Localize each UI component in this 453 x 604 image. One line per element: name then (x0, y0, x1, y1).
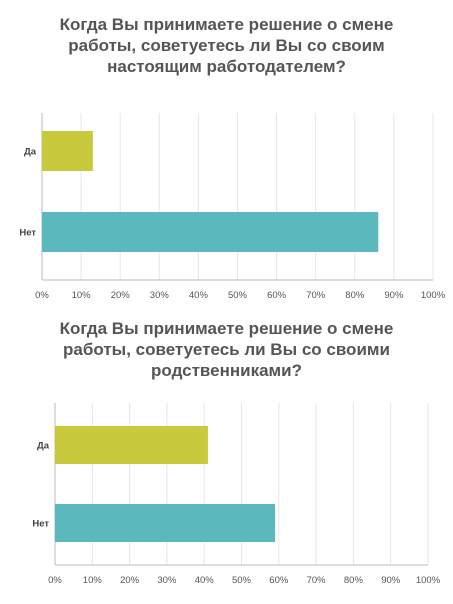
x-tick-label: 10% (72, 290, 92, 301)
chart1-bar-chart: 0% 10% 20% 30% 40% 50% 60% 70% 80% 90% 100% Да Нет (19, 113, 446, 301)
x-tick-label: 30% (157, 575, 177, 586)
bar-net (42, 212, 379, 252)
x-tick-label: 10% (83, 575, 103, 586)
bar-da (55, 426, 208, 464)
x-tick-label: 40% (189, 290, 209, 301)
bar-da (42, 131, 93, 171)
x-tick-label: 80% (345, 290, 365, 301)
category-label: Нет (32, 519, 49, 530)
x-tick-label: 90% (381, 575, 401, 586)
x-tick-label: 0% (48, 575, 62, 586)
x-tick-label: 20% (120, 575, 140, 586)
bar-net (55, 504, 276, 542)
category-label: Нет (19, 228, 36, 239)
x-tick-label: 70% (306, 290, 326, 301)
x-tick-label: 100% (421, 290, 446, 301)
chart2-bar-chart: 0% 10% 20% 30% 40% 50% 60% 70% 80% 90% 100% Да Нет (32, 403, 441, 586)
x-tick-label: 30% (150, 290, 170, 301)
category-label: Да (24, 147, 37, 158)
chart2-title: Когда Вы принимаете решение о смене рабо… (0, 318, 453, 381)
x-tick-label: 90% (384, 290, 404, 301)
x-tick-label: 50% (228, 290, 248, 301)
x-tick-label: 60% (267, 290, 287, 301)
x-tick-label: 20% (111, 290, 131, 301)
x-tick-label: 60% (269, 575, 289, 586)
chart1-title: Когда Вы принимаете решение о смене рабо… (0, 14, 453, 77)
x-tick-label: 40% (195, 575, 215, 586)
category-label: Да (37, 441, 50, 452)
chart2-title-line: работы, советуетесь ли Вы со своими (63, 340, 390, 359)
x-tick-label: 100% (416, 575, 441, 586)
chart2-title-line: родственниками? (151, 361, 302, 380)
x-tick-label: 0% (35, 290, 49, 301)
chart1-title-line: работы, советуетесь ли Вы со своим (68, 36, 385, 55)
x-tick-label: 70% (307, 575, 327, 586)
chart2-title-line: Когда Вы принимаете решение о смене (59, 319, 394, 338)
x-tick-label: 50% (232, 575, 252, 586)
x-tick-label: 80% (344, 575, 364, 586)
chart1-title-line: Когда Вы принимаете решение о смене (59, 15, 394, 34)
chart1-title-line: настоящим работодателем? (107, 57, 346, 76)
